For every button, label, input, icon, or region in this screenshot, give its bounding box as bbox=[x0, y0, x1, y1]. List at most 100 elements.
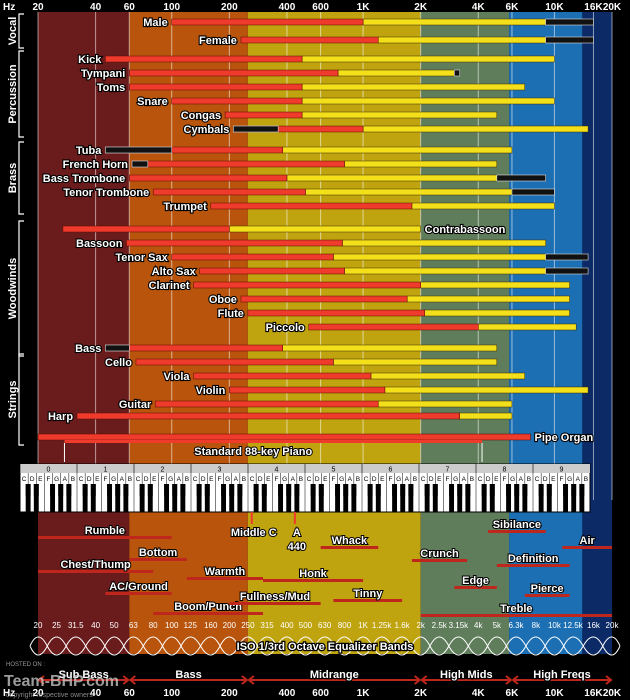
note-letter: G bbox=[396, 476, 401, 483]
black-key-body bbox=[392, 484, 398, 512]
group-bracket bbox=[18, 220, 24, 357]
instrument-label: Viola bbox=[163, 371, 190, 383]
fundamental-bar bbox=[224, 111, 303, 119]
black-key-body bbox=[538, 484, 544, 512]
black-key-body bbox=[253, 484, 259, 512]
harmonics-bar bbox=[282, 344, 498, 352]
instrument-label: Violin bbox=[196, 385, 226, 397]
group-label: Percussion bbox=[7, 64, 19, 124]
note-letter: F bbox=[47, 476, 51, 483]
eq-band-label: 40 bbox=[91, 621, 100, 630]
range-midrange: Midrange bbox=[247, 668, 422, 685]
harmonics-bar bbox=[406, 295, 570, 303]
note-letter: G bbox=[225, 476, 230, 483]
instrument-label: Bass bbox=[75, 343, 101, 355]
extended-bar bbox=[454, 69, 461, 77]
fundamental-bar bbox=[131, 160, 345, 168]
quality-honk: Honk bbox=[263, 567, 364, 582]
fundamental-bar bbox=[135, 358, 334, 366]
note-letter: B bbox=[299, 476, 303, 483]
eq-band-label: 800 bbox=[338, 621, 352, 630]
instrument-bars: Male Female Kick Tympani Toms Snare Congas Cymb… bbox=[37, 16, 595, 445]
fundamental-bar bbox=[171, 97, 303, 105]
fundamental-bar bbox=[199, 267, 345, 275]
black-key-body bbox=[123, 484, 129, 512]
note-letter: G bbox=[339, 476, 344, 483]
harmonics-bar bbox=[301, 83, 526, 91]
black-key-body bbox=[571, 484, 577, 512]
black-key-body bbox=[204, 484, 210, 512]
eq-band-label: 80 bbox=[149, 621, 158, 630]
quality-label: Boom/Punch bbox=[174, 601, 242, 613]
note-letter: F bbox=[275, 476, 279, 483]
quality-crunch: Crunch bbox=[411, 547, 468, 562]
fundamental-bar bbox=[171, 18, 364, 26]
group-bracket bbox=[18, 353, 24, 446]
note-letter: A bbox=[519, 476, 524, 483]
note-letter: F bbox=[503, 476, 507, 483]
note-letter: B bbox=[413, 476, 417, 483]
harmonics-bar bbox=[370, 372, 526, 380]
quality-air: Air bbox=[562, 534, 612, 549]
quality-bar bbox=[320, 546, 379, 549]
instrument-label: Cymbals bbox=[184, 124, 230, 136]
quality-bar bbox=[454, 586, 497, 589]
eq-band-label: 1.6k bbox=[395, 621, 411, 630]
note-letter: G bbox=[111, 476, 116, 483]
harmonics-bar bbox=[362, 125, 589, 133]
black-key-body bbox=[139, 484, 145, 512]
black-key-body bbox=[90, 484, 96, 512]
black-key-body bbox=[408, 484, 414, 512]
axis-tick-label: 2K bbox=[414, 2, 428, 13]
note-letter: C bbox=[136, 476, 141, 483]
range-arrow-left bbox=[420, 675, 428, 685]
fundamental-bar bbox=[62, 225, 230, 233]
note-letter: G bbox=[282, 476, 287, 483]
eq-band-label: 10k bbox=[548, 621, 562, 630]
quality-label: Whack bbox=[332, 535, 368, 547]
instrument-bass-trombone: Bass Trombone bbox=[42, 172, 546, 186]
note-letter: B bbox=[470, 476, 474, 483]
note-letter: D bbox=[372, 476, 377, 483]
note-letter: E bbox=[38, 476, 43, 483]
range-bass: Bass bbox=[128, 668, 249, 685]
quality-label: AC/Ground bbox=[109, 581, 168, 593]
instrument-cymbals: Cymbals bbox=[182, 123, 589, 137]
instrument-label: Bass Trombone bbox=[43, 173, 126, 185]
harmonics-bar bbox=[282, 146, 513, 154]
fundamental-bar bbox=[210, 202, 413, 210]
note-letter: D bbox=[144, 476, 149, 483]
note-letter: A bbox=[63, 476, 68, 483]
axis-tick-label: 6K bbox=[506, 2, 520, 13]
octave-number: 2 bbox=[161, 467, 165, 474]
instrument-bassoon: Bassoon bbox=[75, 237, 546, 251]
black-key-body bbox=[50, 484, 56, 512]
note-letter: G bbox=[453, 476, 458, 483]
axis-tick-label: 600 bbox=[312, 688, 329, 699]
octave-number: 3 bbox=[218, 467, 222, 474]
note-letter: A bbox=[405, 476, 410, 483]
octave-number: 4 bbox=[275, 467, 279, 474]
instrument-label: Clarinet bbox=[149, 280, 190, 292]
instrument-label: Male bbox=[143, 17, 167, 29]
instrument-label: Tuba bbox=[76, 145, 102, 157]
quality-label: Pierce bbox=[531, 583, 564, 595]
range-label: High Freqs bbox=[533, 669, 590, 681]
watermark-logo: Team-BHP.com bbox=[4, 673, 119, 690]
group-percussion: Percussion bbox=[7, 50, 24, 138]
group-brass: Brass bbox=[7, 141, 24, 215]
harmonics-bar bbox=[459, 412, 513, 420]
eq-band-label: 25 bbox=[52, 621, 61, 630]
note-letter: F bbox=[161, 476, 165, 483]
instrument-label: Contrabassoon bbox=[425, 224, 506, 236]
watermark-copyright: copyright respective owners bbox=[6, 692, 93, 699]
instrument-contrabassoon: Contrabassoon bbox=[62, 223, 507, 237]
instrument-label: Female bbox=[199, 35, 237, 47]
quality-bar bbox=[333, 599, 403, 602]
black-key-body bbox=[172, 484, 178, 512]
eq-band-label: 160 bbox=[204, 621, 218, 630]
extended-bar bbox=[496, 174, 546, 182]
eq-band-curves bbox=[29, 636, 621, 656]
